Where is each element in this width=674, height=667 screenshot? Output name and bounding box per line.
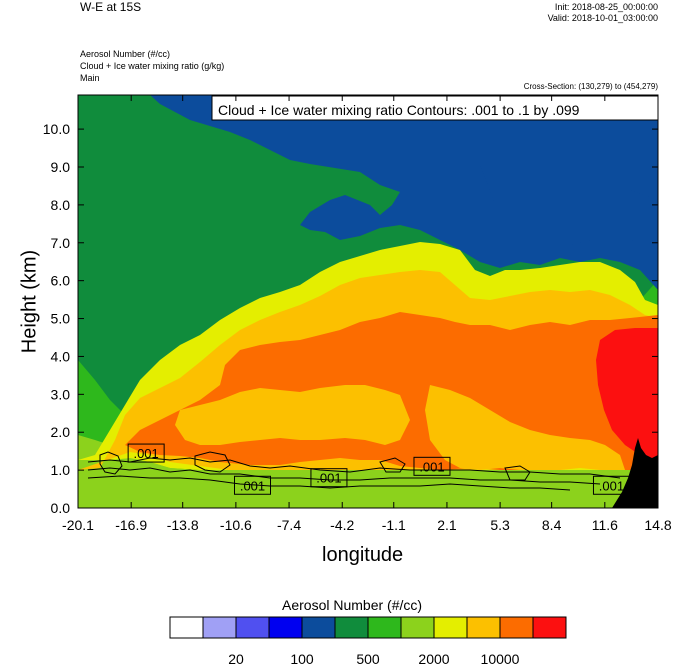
terrain	[612, 438, 658, 508]
y-tick-label: 4.0	[51, 348, 71, 364]
cross-section-label: Cross-Section: (130,279) to (454,279)	[523, 82, 658, 91]
field-band-red	[596, 328, 658, 460]
contour-label-box	[310, 468, 348, 488]
x-tick-label: -20.1	[62, 517, 94, 533]
cloud-ice-contours	[87, 451, 621, 491]
y-tick-label: 9.0	[51, 159, 71, 175]
contour-label: .001	[240, 478, 265, 493]
x-tick-label: -16.9	[115, 517, 147, 533]
field-band-darkblue	[150, 95, 658, 290]
x-tick-label: 14.8	[644, 517, 671, 533]
colorbar-swatch	[499, 616, 534, 639]
colorbar-swatch	[169, 616, 204, 639]
plot-title: W-E at 15S	[80, 0, 142, 14]
colorbar-swatch	[466, 616, 501, 639]
y-tick-label: 2.0	[51, 424, 71, 440]
x-tick-label: -7.4	[277, 517, 301, 533]
field-label-aerosol: Aerosol Number (#/cc)	[80, 49, 171, 59]
x-tick-label: -4.2	[330, 517, 354, 533]
contour-label: .001	[316, 471, 341, 486]
field-orange-inclusion-1	[175, 385, 410, 445]
y-tick-label: 8.0	[51, 197, 71, 213]
y-tick-label: 1.0	[51, 462, 71, 478]
x-tick-label: -1.1	[382, 517, 406, 533]
x-tick-label: -10.6	[220, 517, 252, 533]
colorbar: 20 100 500 2000 10000	[169, 616, 567, 667]
valid-time: Valid: 2018-10-01_03:00:00	[547, 13, 658, 23]
y-tick-label: 5.0	[51, 311, 71, 327]
colorbar-swatch	[334, 616, 369, 639]
y-tick-label: 7.0	[51, 235, 71, 251]
colorbar-swatch	[268, 616, 303, 639]
x-axis-label: longitude	[322, 544, 404, 566]
field-orange-inclusion-2	[425, 385, 625, 470]
contour-label-box	[127, 443, 165, 463]
colorbar-swatch	[301, 616, 336, 639]
field-label-main: Main	[80, 73, 100, 83]
y-tick-label: 3.0	[51, 386, 71, 402]
contour-label: .001	[419, 459, 444, 474]
field-band-blue-patch	[480, 160, 658, 245]
x-tick-label: 2.1	[437, 517, 457, 533]
contour-label-box	[413, 456, 451, 476]
axis-ticks: -20.1 -16.9 -13.8 -10.6 -7.4 -4.2 -1.1 2.1 5.3 8.…	[43, 95, 672, 533]
x-tick-label: 8.4	[542, 517, 562, 533]
contour-info-box	[211, 95, 659, 121]
field-band-surface	[78, 470, 658, 508]
colorbar-label: 20	[228, 651, 244, 667]
x-tick-label: 11.6	[592, 517, 618, 533]
colorbar-swatch	[202, 616, 237, 639]
init-time: Init: 2018-08-25_00:00:00	[554, 2, 658, 12]
field-label-cloud: Cloud + Ice water mixing ratio (g/kg)	[80, 61, 225, 71]
colorbar-swatch	[433, 616, 468, 639]
y-tick-label: 0.0	[51, 500, 71, 516]
x-tick-label: 5.3	[490, 517, 510, 533]
colorbar-label: 500	[356, 651, 380, 667]
colorbar-swatch	[532, 616, 567, 639]
contour-labels: .001 .001 .001 .001 .001	[127, 443, 630, 495]
colorbar-swatch	[235, 616, 270, 639]
y-tick-label: 6.0	[51, 273, 71, 289]
y-axis-label: Height (km)	[18, 249, 41, 354]
plot-border	[77, 94, 659, 509]
y-tick-label: 10.0	[43, 121, 70, 137]
colorbar-label: 10000	[481, 651, 520, 667]
colorbar-label: 100	[290, 651, 314, 667]
colorbar-label: 2000	[418, 651, 449, 667]
contour-label: .001	[599, 478, 624, 493]
colorbar-swatch	[400, 616, 435, 639]
colorbar-swatch	[367, 616, 402, 639]
contour-label: .001	[133, 446, 158, 461]
aerosol-field	[78, 95, 658, 508]
contour-label-box	[592, 475, 630, 495]
contour-info-text: Cloud + Ice water mixing ratio Contours:…	[218, 102, 580, 118]
contour-label-box	[233, 475, 271, 495]
x-tick-label: -13.8	[167, 517, 199, 533]
colorbar-title: Aerosol Number (#/cc)	[282, 597, 423, 613]
